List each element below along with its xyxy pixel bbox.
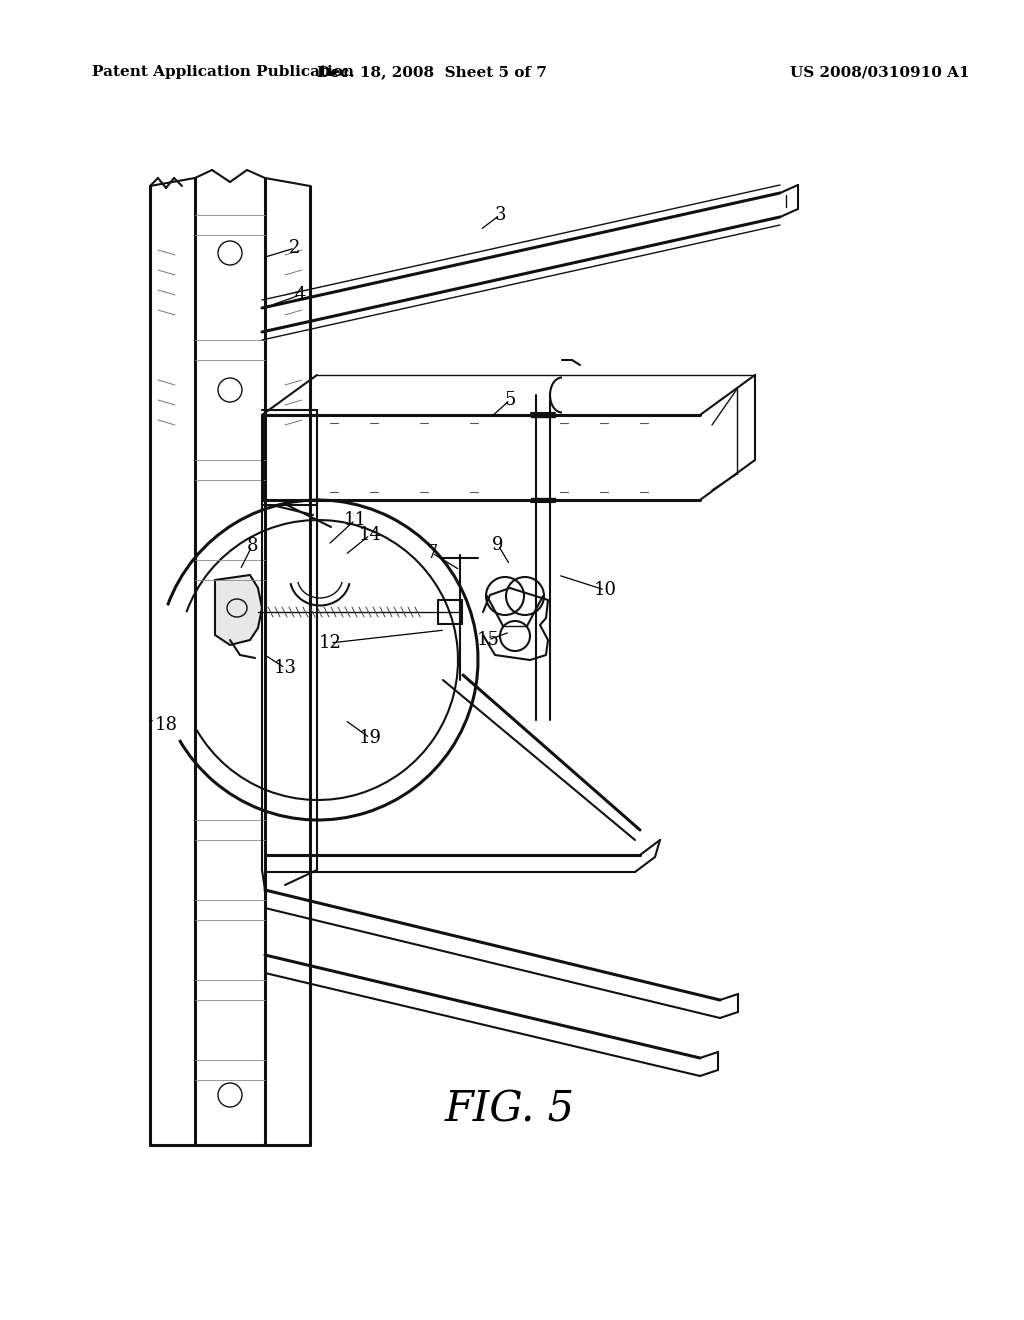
Text: 10: 10 [594, 581, 616, 599]
Text: FIG. 5: FIG. 5 [445, 1089, 575, 1131]
Text: 7: 7 [426, 544, 437, 562]
Text: 8: 8 [246, 537, 258, 554]
Polygon shape [215, 576, 262, 645]
Text: 4: 4 [294, 286, 306, 304]
Text: 19: 19 [358, 729, 382, 747]
Text: 18: 18 [150, 715, 178, 734]
Text: US 2008/0310910 A1: US 2008/0310910 A1 [790, 65, 970, 79]
Text: Dec. 18, 2008  Sheet 5 of 7: Dec. 18, 2008 Sheet 5 of 7 [317, 65, 547, 79]
Text: 11: 11 [343, 511, 367, 529]
Text: 13: 13 [273, 659, 297, 677]
Text: 15: 15 [476, 631, 500, 649]
Text: 14: 14 [358, 525, 381, 544]
Text: 3: 3 [495, 206, 506, 224]
Text: 12: 12 [318, 634, 341, 652]
Text: Patent Application Publication: Patent Application Publication [92, 65, 354, 79]
Text: 5: 5 [504, 391, 516, 409]
Text: 2: 2 [290, 239, 301, 257]
Text: 9: 9 [493, 536, 504, 554]
